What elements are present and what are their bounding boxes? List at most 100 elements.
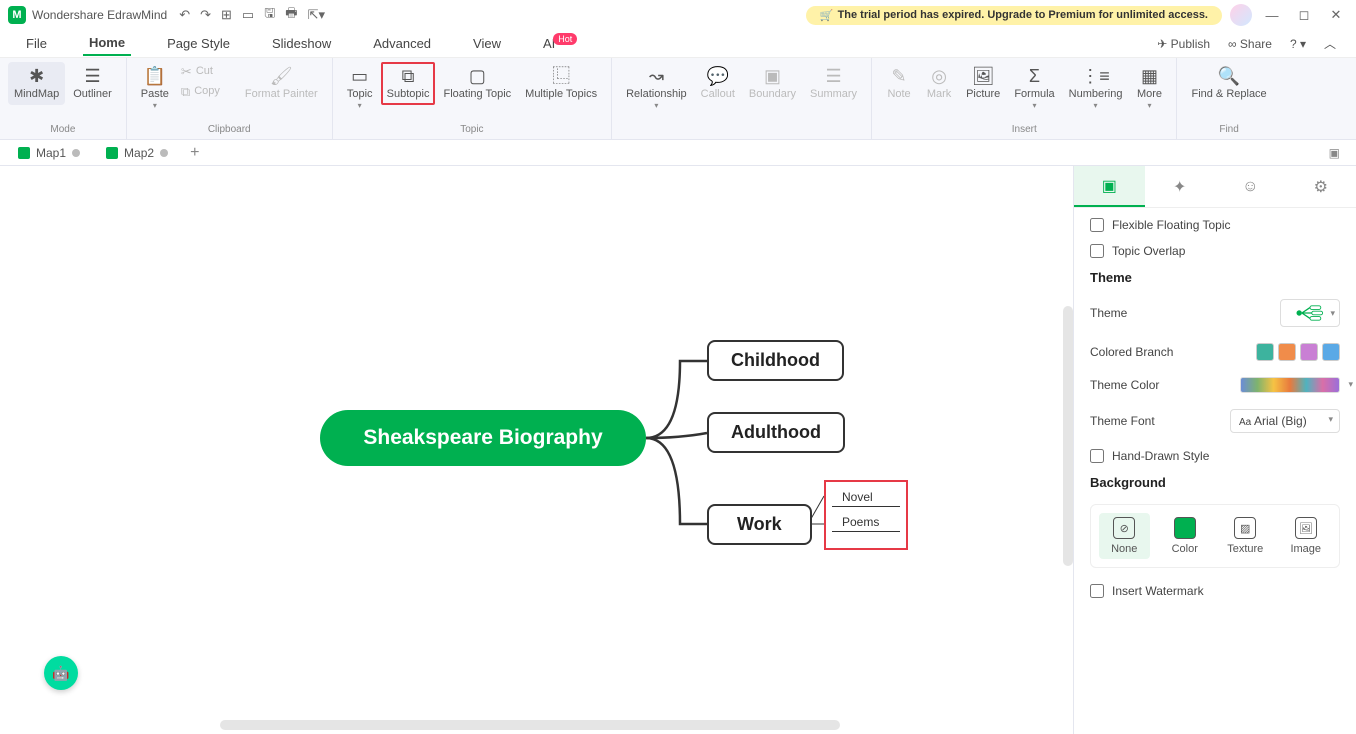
- topic-overlap-checkbox[interactable]: Topic Overlap: [1090, 244, 1340, 258]
- note-button[interactable]: ✎Note: [880, 62, 918, 105]
- summary-label: Summary: [810, 88, 857, 101]
- user-avatar[interactable]: [1230, 4, 1252, 26]
- panel-toggle-button[interactable]: ▣: [1321, 146, 1348, 160]
- theme-font-select[interactable]: Aa Arial (Big): [1230, 409, 1340, 433]
- swatch-4[interactable]: [1322, 343, 1340, 361]
- subtopic-icon: ⧉: [402, 66, 415, 88]
- save-icon[interactable]: 🖫: [264, 4, 275, 26]
- outliner-button[interactable]: ☰Outliner: [67, 62, 118, 105]
- relationship-label: Relationship: [626, 88, 687, 101]
- checkbox-input[interactable]: [1090, 584, 1104, 598]
- maximize-button[interactable]: ◻: [1292, 7, 1316, 23]
- topic-adulthood[interactable]: Adulthood: [707, 412, 845, 453]
- note-icon: ✎: [892, 66, 907, 88]
- menu-advanced[interactable]: Advanced: [367, 32, 437, 55]
- flexible-floating-checkbox[interactable]: Flexible Floating Topic: [1090, 218, 1340, 232]
- picture-button[interactable]: 🖼Picture: [960, 62, 1006, 105]
- theme-label: Theme: [1090, 306, 1127, 320]
- panel-tab-icon[interactable]: ☺: [1215, 166, 1286, 207]
- more-button[interactable]: ▦More▾: [1130, 62, 1168, 115]
- floating-topic-button[interactable]: ▢Floating Topic: [437, 62, 517, 105]
- trial-text: The trial period has expired. Upgrade to…: [838, 9, 1208, 21]
- format-painter-button[interactable]: 🖌Format Painter: [239, 62, 324, 105]
- bg-image-button[interactable]: 🖼Image: [1281, 513, 1332, 559]
- bg-none-button[interactable]: ⊘None: [1099, 513, 1150, 559]
- publish-label: Publish: [1171, 37, 1210, 51]
- share-button[interactable]: ∞ Share: [1228, 37, 1272, 51]
- topic-childhood[interactable]: Childhood: [707, 340, 844, 381]
- close-button[interactable]: ✕: [1324, 7, 1348, 23]
- tab-map2[interactable]: Map2: [96, 143, 178, 163]
- callout-button[interactable]: 💬Callout: [695, 62, 741, 105]
- background-options: ⊘None Color ▨Texture 🖼Image: [1090, 504, 1340, 568]
- mindmap-button[interactable]: ✱MindMap: [8, 62, 65, 105]
- boundary-button[interactable]: ▣Boundary: [743, 62, 802, 105]
- theme-color-selector[interactable]: [1240, 377, 1340, 393]
- swatch-3[interactable]: [1300, 343, 1318, 361]
- checkbox-input[interactable]: [1090, 218, 1104, 232]
- outliner-label: Outliner: [73, 88, 112, 101]
- new-icon[interactable]: ⊞: [221, 7, 232, 23]
- copy-button[interactable]: ⧉Copy: [177, 82, 237, 102]
- menu-ai[interactable]: AIHot: [537, 32, 583, 55]
- undo-icon[interactable]: ↶: [179, 7, 190, 23]
- checkbox-input[interactable]: [1090, 244, 1104, 258]
- vertical-scrollbar[interactable]: [1063, 306, 1073, 566]
- subtopic-poems[interactable]: Poems: [832, 509, 900, 532]
- formula-button[interactable]: ΣFormula▾: [1008, 62, 1060, 115]
- more-icon: ▦: [1141, 66, 1158, 88]
- topic-button[interactable]: ▭Topic▾: [341, 62, 379, 115]
- relationship-button[interactable]: ↝Relationship▾: [620, 62, 693, 115]
- open-icon[interactable]: ▭: [242, 7, 254, 23]
- collapse-ribbon-button[interactable]: ︿: [1324, 35, 1336, 52]
- canvas[interactable]: Sheakspeare Biography Childhood Adulthoo…: [0, 166, 1073, 734]
- menu-page-style[interactable]: Page Style: [161, 32, 236, 55]
- paste-button[interactable]: 📋Paste▾: [135, 62, 175, 115]
- mark-button[interactable]: ◎Mark: [920, 62, 958, 105]
- paste-label: Paste: [141, 88, 169, 101]
- trial-banner[interactable]: 🛒 The trial period has expired. Upgrade …: [806, 6, 1222, 25]
- print-icon[interactable]: 🖶: [285, 4, 297, 26]
- horizontal-scrollbar[interactable]: [220, 720, 840, 730]
- bg-texture-button[interactable]: ▨Texture: [1220, 513, 1271, 559]
- note-label: Note: [887, 88, 910, 101]
- callout-icon: 💬: [707, 66, 729, 88]
- tab-map1[interactable]: Map1: [8, 143, 90, 163]
- central-topic[interactable]: Sheakspeare Biography: [320, 410, 646, 466]
- publish-button[interactable]: ✈ Publish: [1157, 37, 1210, 51]
- panel-tab-settings[interactable]: ⚙: [1286, 166, 1356, 207]
- add-tab-button[interactable]: +: [184, 144, 205, 162]
- menu-file[interactable]: File: [20, 32, 53, 55]
- theme-color-label: Theme Color: [1090, 378, 1159, 392]
- export-icon[interactable]: ⇱▾: [308, 7, 325, 23]
- subtopic-novel[interactable]: Novel: [832, 484, 900, 507]
- floating-topic-label: Floating Topic: [443, 88, 511, 101]
- find-replace-label: Find & Replace: [1191, 88, 1266, 101]
- panel-tab-style[interactable]: ▣: [1074, 166, 1145, 207]
- multiple-topics-button[interactable]: ⿺Multiple Topics: [519, 62, 603, 105]
- swatch-2[interactable]: [1278, 343, 1296, 361]
- minimize-button[interactable]: —: [1260, 8, 1284, 23]
- panel-tab-ai[interactable]: ✦: [1145, 166, 1216, 207]
- menu-view[interactable]: View: [467, 32, 507, 55]
- find-replace-button[interactable]: 🔍Find & Replace: [1185, 62, 1272, 105]
- redo-icon[interactable]: ↷: [200, 7, 211, 23]
- subtopic-button[interactable]: ⧉Subtopic: [381, 62, 436, 105]
- swatch-1[interactable]: [1256, 343, 1274, 361]
- ai-assistant-button[interactable]: 🤖: [44, 656, 78, 690]
- theme-selector[interactable]: [1280, 299, 1340, 327]
- menu-home[interactable]: Home: [83, 31, 131, 56]
- numbering-button[interactable]: ⋮≡Numbering▾: [1063, 62, 1129, 115]
- hand-drawn-checkbox[interactable]: Hand-Drawn Style: [1090, 449, 1340, 463]
- checkbox-input[interactable]: [1090, 449, 1104, 463]
- menu-slideshow[interactable]: Slideshow: [266, 32, 337, 55]
- mark-icon: ◎: [931, 66, 947, 88]
- bg-color-button[interactable]: Color: [1160, 513, 1211, 559]
- watermark-checkbox[interactable]: Insert Watermark: [1090, 584, 1340, 598]
- summary-button[interactable]: ☰Summary: [804, 62, 863, 105]
- topic-work[interactable]: Work: [707, 504, 812, 545]
- floating-topic-icon: ▢: [469, 66, 486, 88]
- help-button[interactable]: ? ▾: [1290, 37, 1306, 51]
- relationship-icon: ↝: [649, 66, 664, 88]
- cut-button[interactable]: ✂Cut: [177, 62, 237, 82]
